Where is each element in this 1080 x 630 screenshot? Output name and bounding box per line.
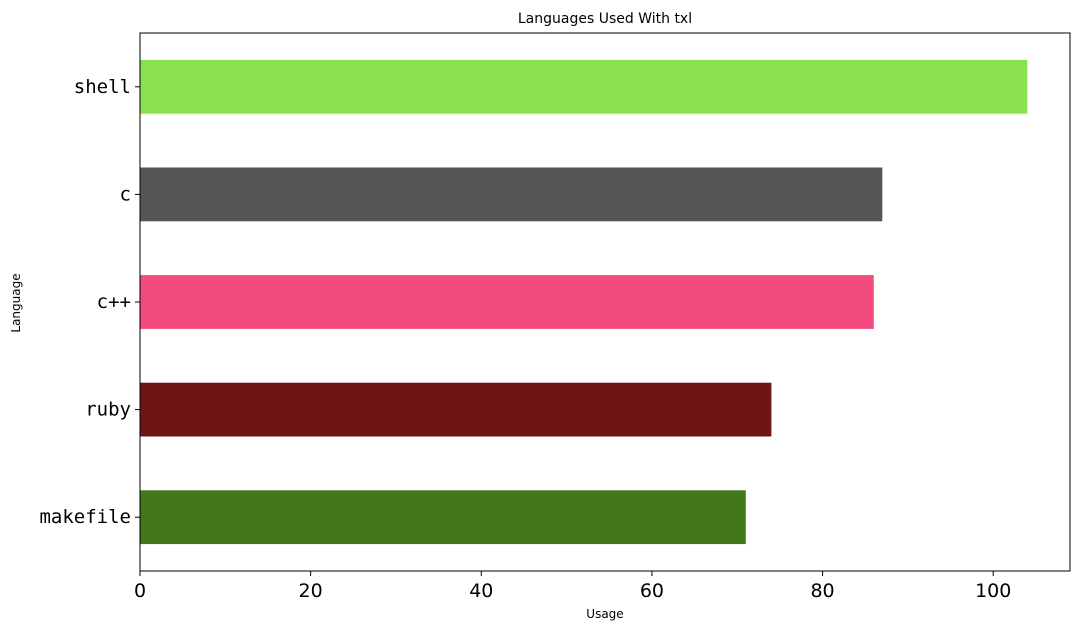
chart-title: Languages Used With txl: [518, 11, 692, 27]
x-tick-label-0: 0: [134, 580, 146, 602]
x-tick-label-60: 60: [640, 580, 664, 602]
x-tick-label-40: 40: [469, 580, 493, 602]
y-tick-label-shell: shell: [74, 76, 131, 98]
plot-frame: [139, 32, 1071, 572]
bar-ruby: [140, 382, 772, 437]
bar-c: [140, 167, 883, 222]
y-tick-label-cplusplus: c++: [97, 291, 131, 313]
y-tick-label-ruby: ruby: [85, 399, 131, 421]
bar-shell: [140, 59, 1028, 114]
y-axis-label: Language: [9, 273, 23, 332]
x-tick-label-100: 100: [975, 580, 1011, 602]
bar-cplusplus: [140, 275, 874, 329]
bar-makefile: [140, 490, 746, 545]
bars-layer: [140, 59, 1028, 545]
x-tick-label-20: 20: [299, 580, 323, 602]
y-tick-label-c: c: [120, 183, 131, 205]
axes-layer: shell c c++ ruby makefile 0 20 40 60 80 100: [39, 32, 1071, 602]
x-tick-label-80: 80: [810, 580, 834, 602]
y-tick-label-makefile: makefile: [39, 506, 131, 528]
x-axis-label: Usage: [586, 607, 623, 621]
